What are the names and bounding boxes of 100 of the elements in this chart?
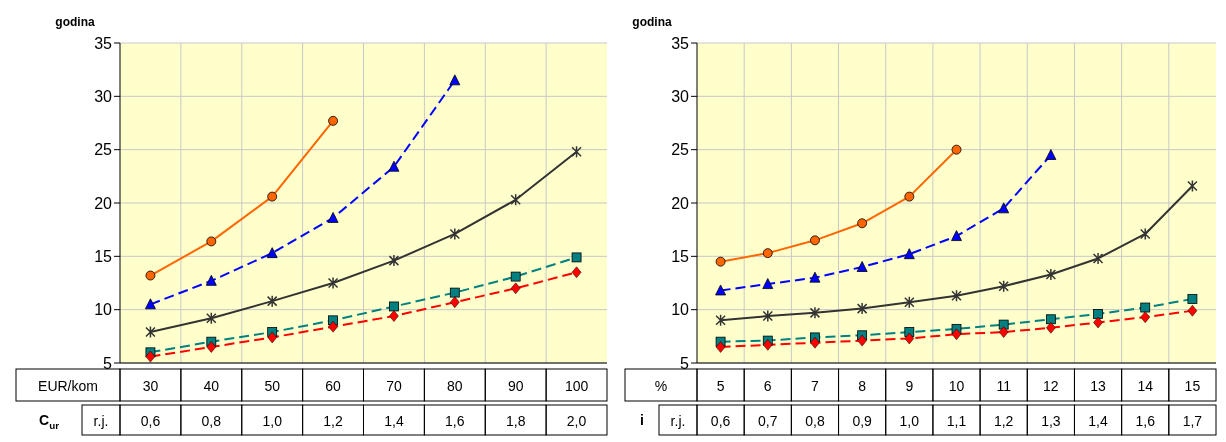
point [1140,311,1150,323]
point [1187,294,1198,304]
point [449,227,461,241]
point [1093,309,1103,319]
y-axis-title: godina [632,15,672,29]
point [951,328,962,340]
point [715,341,726,353]
point [1093,316,1103,329]
point [810,336,820,349]
point [715,256,726,267]
point [267,191,278,202]
text: 0,7 [758,413,778,429]
text: 0,8 [805,413,825,429]
point [903,248,915,260]
x-tick-label: 90 [507,378,524,394]
text: 0,8 [201,413,222,429]
point [205,274,217,286]
point [1045,268,1057,281]
text: 1,7 [1182,413,1203,429]
y-tick-label: 20 [671,194,690,212]
text: 0,6 [710,413,731,429]
point [857,218,868,229]
text: 0,9 [852,413,873,429]
y-tick-label: 5 [103,354,113,372]
point [449,287,460,298]
point [904,332,915,345]
text: C$_{ur}$ [39,412,60,431]
point [715,284,726,296]
point [267,331,277,344]
x-tick-label: 8 [858,378,867,394]
text: 0,6 [140,413,161,429]
x-tick-label: 6 [763,378,772,394]
text: i [640,412,644,428]
point [206,311,217,325]
point [951,144,962,155]
point [1140,302,1151,313]
point [266,294,278,308]
point [571,145,582,159]
point [206,236,217,247]
x-tick-label: 11 [996,378,1012,394]
text: 1,8 [505,413,526,429]
y-tick-label: 15 [94,248,113,266]
x-tick-label: 30 [142,378,159,394]
text: 1,1 [946,413,967,429]
y-tick-label: 5 [680,354,690,372]
point [763,339,773,351]
point [450,296,460,308]
point [145,298,156,310]
x-tick-label: 15 [1184,378,1201,394]
point [327,276,339,290]
text: 2,0 [566,413,587,429]
point [809,306,821,320]
y-tick-label: 30 [671,88,690,106]
point [449,74,461,86]
point [904,295,915,309]
point [904,191,915,202]
point [1045,149,1057,160]
x-axis-title: EUR/kom [38,378,98,394]
text: 1,3 [1041,413,1061,429]
point [856,302,868,315]
point [1139,227,1151,241]
point [328,115,338,126]
text: 1,0 [262,413,283,429]
point [1045,314,1056,325]
text: 1,6 [445,413,465,429]
x-tick-label: 60 [325,378,342,394]
text: 1,4 [384,413,404,429]
point [856,261,868,272]
x-tick-label: 7 [811,378,820,394]
point [809,271,821,283]
x-tick-label: 13 [1090,378,1107,394]
y-tick-label: 10 [671,301,690,319]
x-axis-title: % [654,378,668,394]
text: r.j. [93,413,109,429]
point [951,230,962,241]
x-tick-label: 50 [264,378,281,394]
point [810,235,820,246]
y-tick-label: 15 [671,248,690,266]
point [857,334,867,347]
x-tick-label: 100 [564,378,589,394]
point [328,320,338,333]
point [571,252,582,263]
x-tick-label: 5 [716,378,725,394]
y-tick-label: 35 [671,34,690,52]
point [389,301,399,312]
point [715,314,726,327]
point [762,309,774,323]
text: 1,2 [993,413,1014,429]
point [145,350,156,363]
point [762,278,774,289]
y-tick-label: 35 [94,34,113,52]
y-tick-label: 10 [94,301,113,319]
y-tick-label: 25 [671,141,690,159]
text: r.j. [670,413,686,429]
point [388,254,400,267]
point [389,310,399,322]
point [998,202,1010,214]
y-tick-label: 30 [94,88,113,106]
point [998,279,1009,293]
point [1092,252,1104,265]
